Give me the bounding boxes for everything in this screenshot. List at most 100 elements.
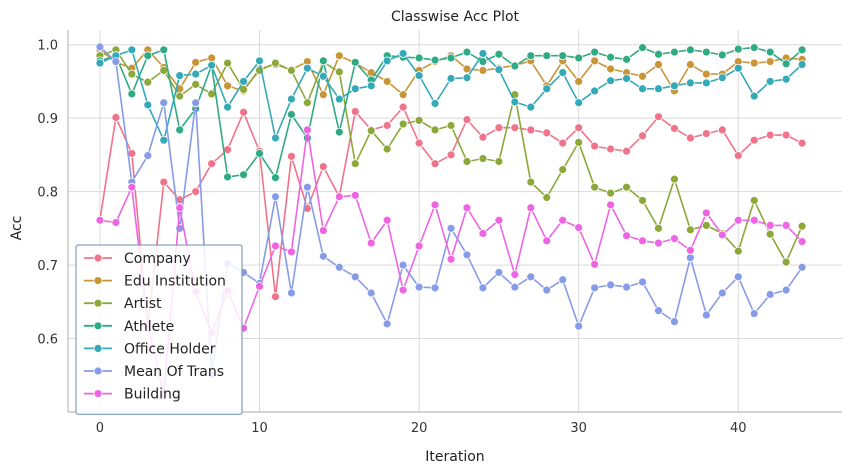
data-point bbox=[191, 79, 201, 89]
data-point bbox=[733, 63, 743, 73]
data-point bbox=[558, 68, 568, 78]
data-point bbox=[382, 215, 392, 225]
data-point bbox=[701, 310, 711, 320]
data-point bbox=[638, 277, 647, 287]
legend-item: Building bbox=[84, 387, 181, 403]
data-point bbox=[558, 165, 568, 174]
data-point bbox=[654, 112, 663, 122]
data-point bbox=[797, 237, 807, 246]
data-point bbox=[143, 151, 153, 161]
legend-swatch-marker bbox=[93, 253, 103, 263]
legend-label: Mean Of Trans bbox=[124, 364, 224, 380]
data-point bbox=[622, 74, 631, 83]
data-point bbox=[574, 53, 584, 63]
data-point bbox=[414, 115, 424, 125]
data-point bbox=[382, 144, 392, 154]
data-point bbox=[654, 238, 663, 248]
data-point bbox=[733, 44, 743, 54]
data-point bbox=[143, 51, 153, 61]
data-point bbox=[318, 251, 328, 261]
legend-label: Office Holder bbox=[124, 341, 216, 357]
data-point bbox=[271, 192, 280, 202]
data-point bbox=[478, 229, 488, 238]
data-point bbox=[558, 275, 568, 285]
data-point bbox=[334, 192, 344, 202]
data-point bbox=[590, 86, 600, 96]
data-point bbox=[526, 272, 536, 282]
data-point bbox=[271, 241, 280, 251]
data-point bbox=[318, 56, 328, 66]
x-tick-label: 30 bbox=[570, 421, 587, 436]
data-point bbox=[670, 81, 679, 91]
data-point bbox=[478, 49, 488, 58]
chart-title: Classwise Acc Plot bbox=[391, 9, 520, 25]
data-point bbox=[733, 151, 743, 161]
data-point bbox=[781, 130, 791, 140]
legend: Company Edu Institution Artist Athlete Offic… bbox=[75, 244, 243, 415]
data-point bbox=[574, 321, 584, 331]
legend-swatch-marker bbox=[93, 298, 103, 308]
data-point bbox=[446, 223, 456, 233]
data-point bbox=[510, 97, 520, 107]
data-point bbox=[111, 113, 121, 122]
data-point bbox=[350, 190, 360, 200]
data-point bbox=[350, 57, 360, 67]
data-point bbox=[781, 74, 791, 84]
data-point bbox=[462, 73, 472, 83]
data-point bbox=[414, 138, 424, 148]
data-point bbox=[654, 49, 663, 59]
data-point bbox=[765, 290, 775, 299]
data-point bbox=[797, 262, 807, 272]
data-point bbox=[127, 89, 137, 99]
data-point bbox=[334, 262, 344, 272]
data-point bbox=[95, 215, 105, 225]
data-point bbox=[414, 241, 424, 251]
x-tick-label: 0 bbox=[96, 421, 104, 436]
data-point bbox=[749, 309, 759, 318]
data-point bbox=[701, 221, 711, 230]
data-point bbox=[462, 115, 472, 125]
data-point bbox=[446, 254, 456, 264]
data-point bbox=[159, 45, 169, 55]
data-point bbox=[526, 177, 536, 187]
data-point bbox=[398, 90, 408, 100]
series-office-holder bbox=[95, 45, 807, 145]
data-point bbox=[733, 272, 743, 282]
data-point bbox=[542, 193, 552, 202]
data-point bbox=[622, 146, 631, 156]
data-point bbox=[590, 283, 600, 293]
y-tick-label: 0.6 bbox=[37, 333, 58, 348]
data-point bbox=[382, 56, 392, 66]
data-point bbox=[685, 245, 695, 255]
data-point bbox=[287, 94, 296, 104]
data-point bbox=[765, 229, 775, 239]
data-point bbox=[590, 182, 600, 192]
data-point bbox=[590, 56, 600, 66]
data-point bbox=[414, 282, 424, 292]
data-point bbox=[670, 124, 679, 133]
data-point bbox=[733, 246, 743, 256]
axes: 0 10 20 30 40 0.6 0.7 0.8 0.9 1.0 bbox=[37, 30, 842, 436]
data-point bbox=[398, 260, 408, 270]
data-point bbox=[654, 306, 663, 316]
data-point bbox=[749, 135, 759, 145]
y-axis-label: Acc bbox=[9, 216, 25, 241]
data-point bbox=[701, 47, 711, 57]
data-point bbox=[350, 107, 360, 116]
data-point bbox=[287, 66, 296, 75]
data-point bbox=[430, 200, 440, 210]
data-point bbox=[685, 60, 695, 69]
data-point bbox=[334, 67, 344, 77]
data-point bbox=[191, 69, 201, 79]
data-point bbox=[446, 74, 456, 83]
data-point bbox=[207, 60, 217, 70]
series-layer bbox=[95, 42, 807, 399]
data-point bbox=[701, 78, 711, 88]
data-point bbox=[159, 98, 169, 108]
data-point bbox=[638, 131, 647, 141]
data-point bbox=[318, 226, 328, 235]
legend-swatch-marker bbox=[93, 343, 103, 353]
data-point bbox=[191, 98, 201, 108]
data-point bbox=[271, 133, 280, 143]
data-point bbox=[398, 119, 408, 129]
